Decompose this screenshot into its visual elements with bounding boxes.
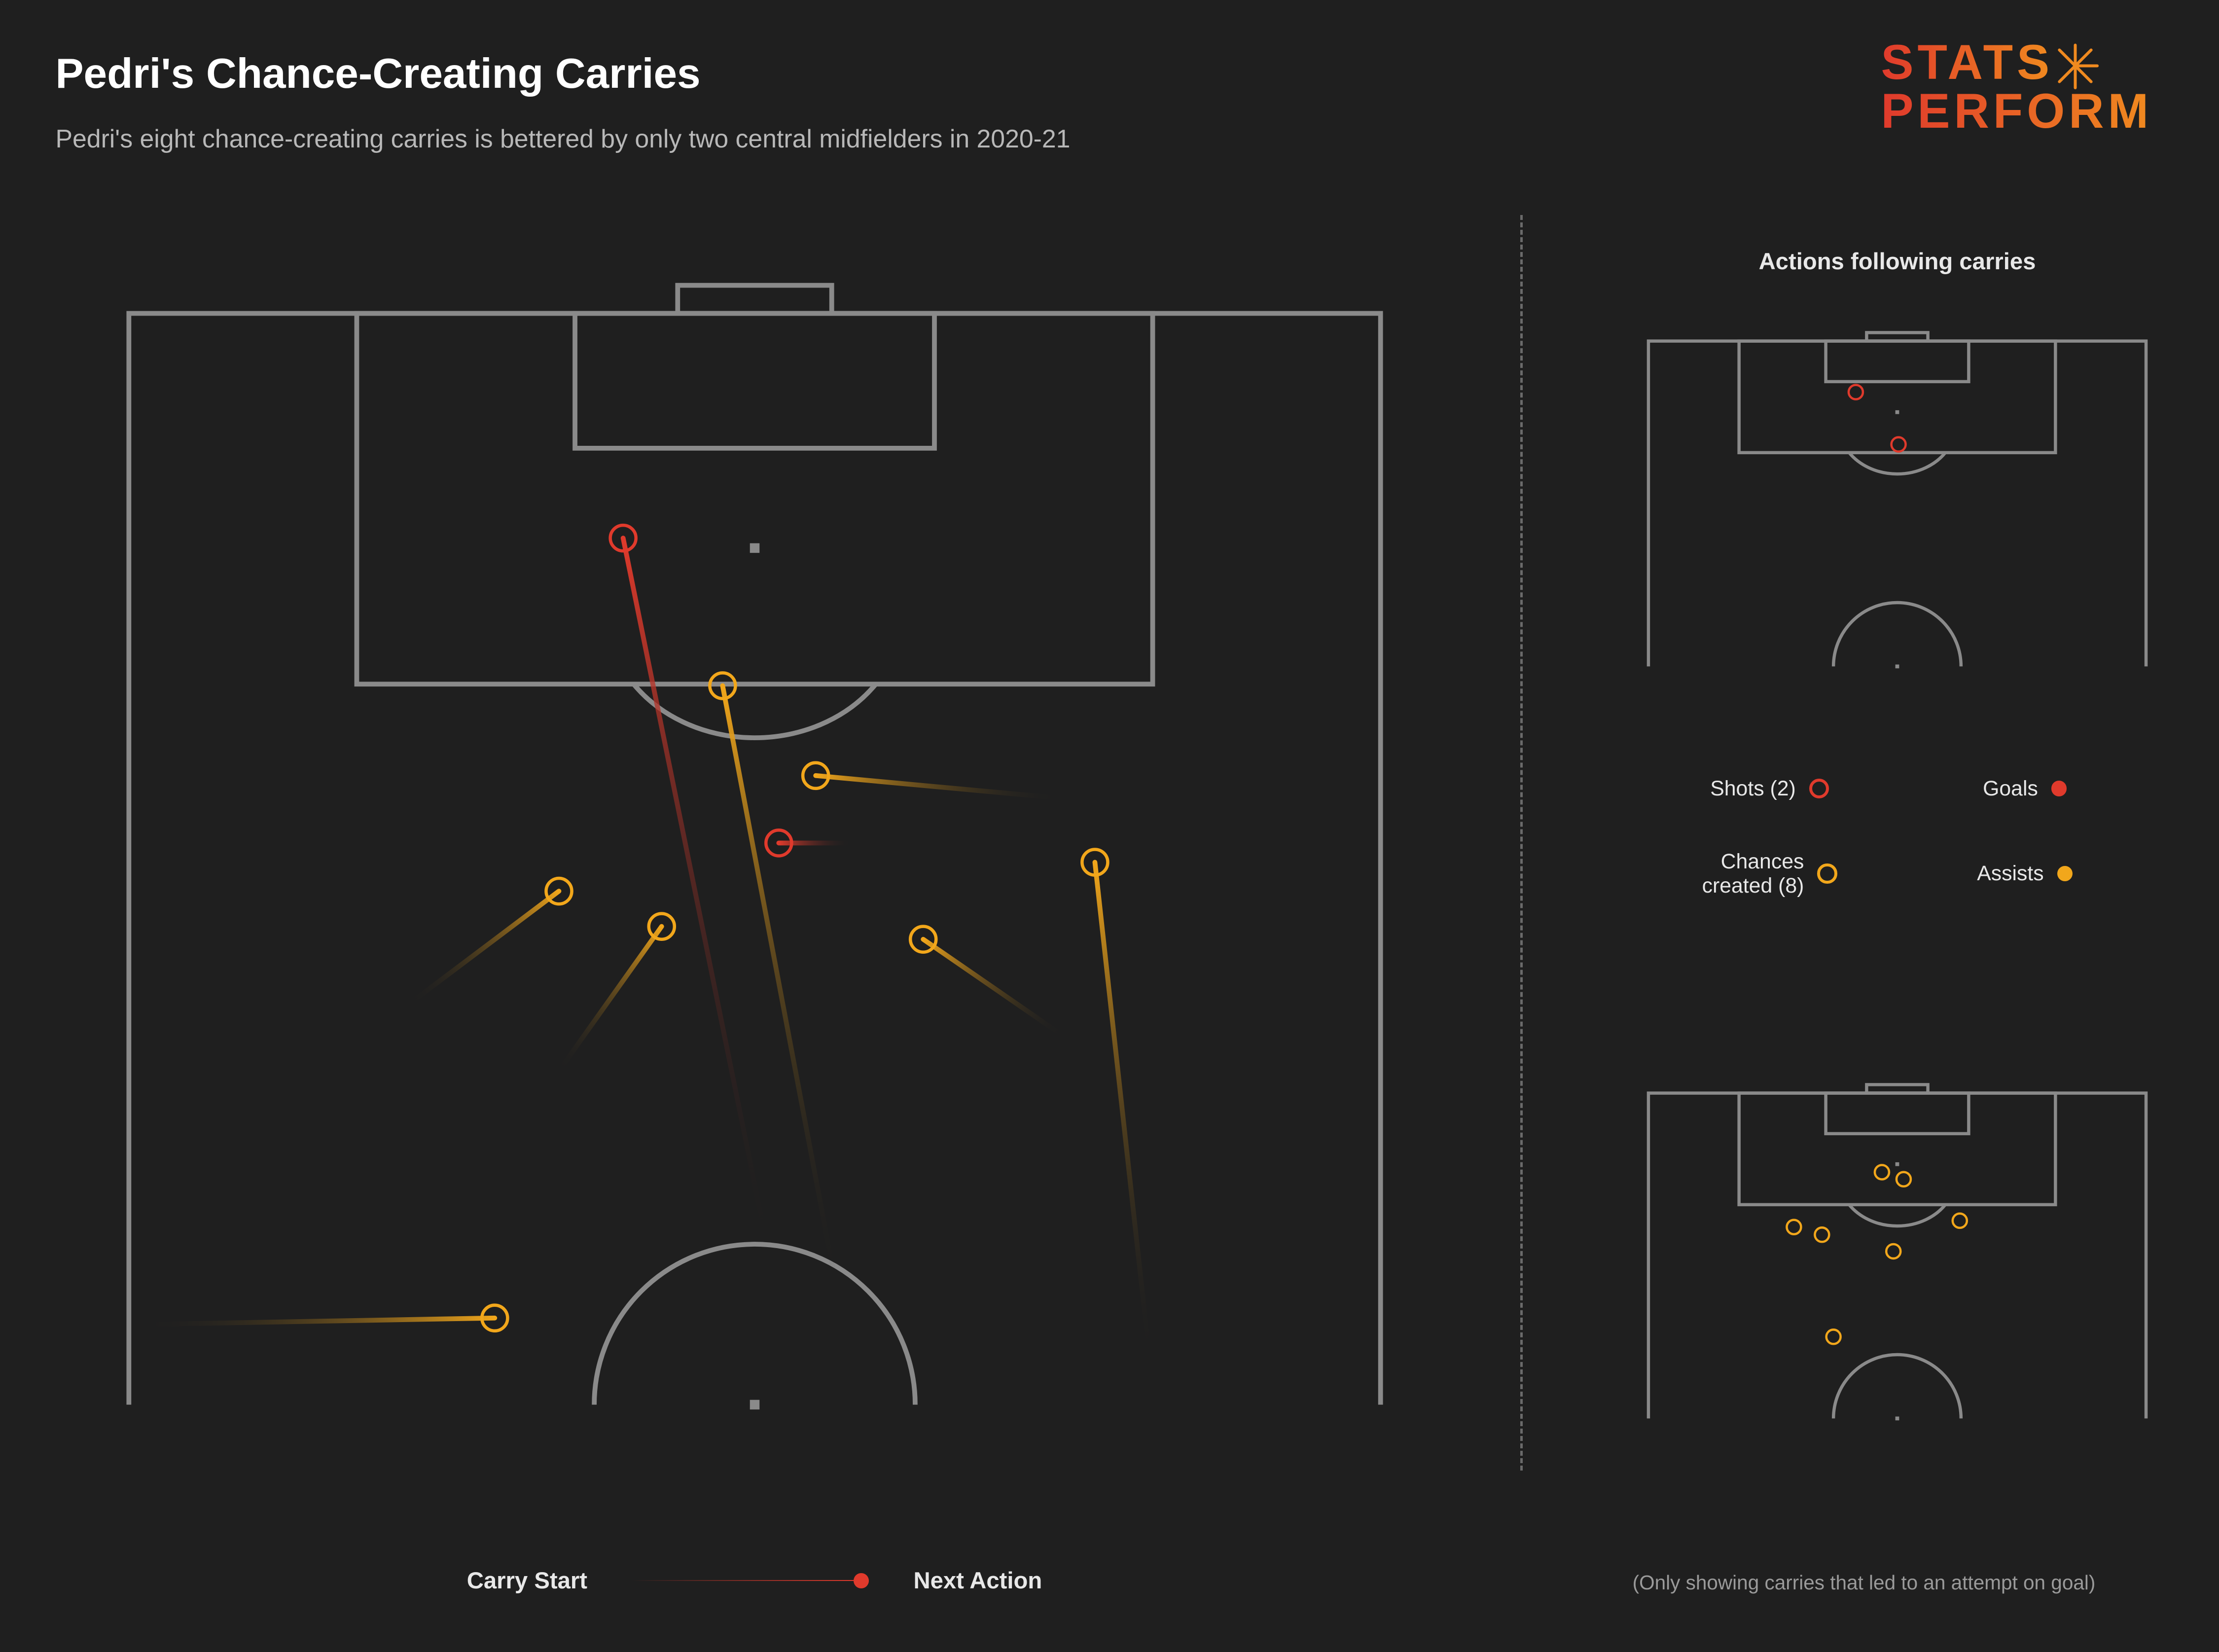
legend-assists-marker bbox=[2057, 866, 2073, 882]
legend-shots: Shots (2) bbox=[1642, 777, 1897, 801]
side-title: Actions following carries bbox=[1642, 248, 2152, 275]
bottom-legend: Carry Start Next Action bbox=[56, 1567, 1454, 1594]
legend-chances-marker bbox=[1817, 863, 1837, 884]
legend: Shots (2) Goals Chances created (8) Assi… bbox=[1642, 777, 2152, 947]
legend-goals-marker bbox=[2051, 781, 2067, 796]
logo-line2: PERFORM bbox=[1881, 90, 2152, 132]
legend-shots-marker bbox=[1809, 779, 1829, 799]
footnote: (Only showing carries that led to an att… bbox=[1575, 1571, 2152, 1594]
stats-perform-logo: STATS PERFORM bbox=[1881, 41, 2152, 132]
legend-chances-label: Chances created (8) bbox=[1702, 850, 1804, 898]
legend-goals-label: Goals bbox=[1983, 777, 2038, 801]
side-pitch-chances bbox=[1642, 1074, 2152, 1437]
legend-row-2: Chances created (8) Assists bbox=[1642, 850, 2152, 898]
main-pitch-svg bbox=[56, 297, 1454, 1421]
chart-subtitle: Pedri's eight chance-creating carries is… bbox=[56, 124, 1071, 153]
legend-assists-label: Assists bbox=[1977, 862, 2043, 886]
legend-goals: Goals bbox=[1897, 777, 2153, 801]
vertical-divider bbox=[1520, 215, 1523, 1471]
legend-chances: Chances created (8) bbox=[1642, 850, 1897, 898]
legend-shots-label: Shots (2) bbox=[1710, 777, 1795, 801]
side-pitch-chances-svg bbox=[1642, 1074, 2152, 1437]
chart-title: Pedri's Chance-Creating Carries bbox=[56, 50, 701, 98]
page: Pedri's Chance-Creating Carries Pedri's … bbox=[0, 0, 2219, 1652]
bottom-legend-marker bbox=[854, 1573, 869, 1589]
logo-spark-icon bbox=[2051, 41, 2100, 90]
side-pitch-shots bbox=[1642, 322, 2152, 685]
side-pitch-shots-svg bbox=[1642, 322, 2152, 685]
bottom-legend-line bbox=[632, 1580, 854, 1581]
bottom-legend-right: Next Action bbox=[913, 1567, 1042, 1594]
logo-line1: STATS bbox=[1881, 41, 2053, 83]
legend-row-1: Shots (2) Goals bbox=[1642, 777, 2152, 801]
legend-assists: Assists bbox=[1897, 862, 2153, 886]
main-pitch bbox=[56, 297, 1454, 1421]
bottom-legend-left: Carry Start bbox=[467, 1567, 587, 1594]
